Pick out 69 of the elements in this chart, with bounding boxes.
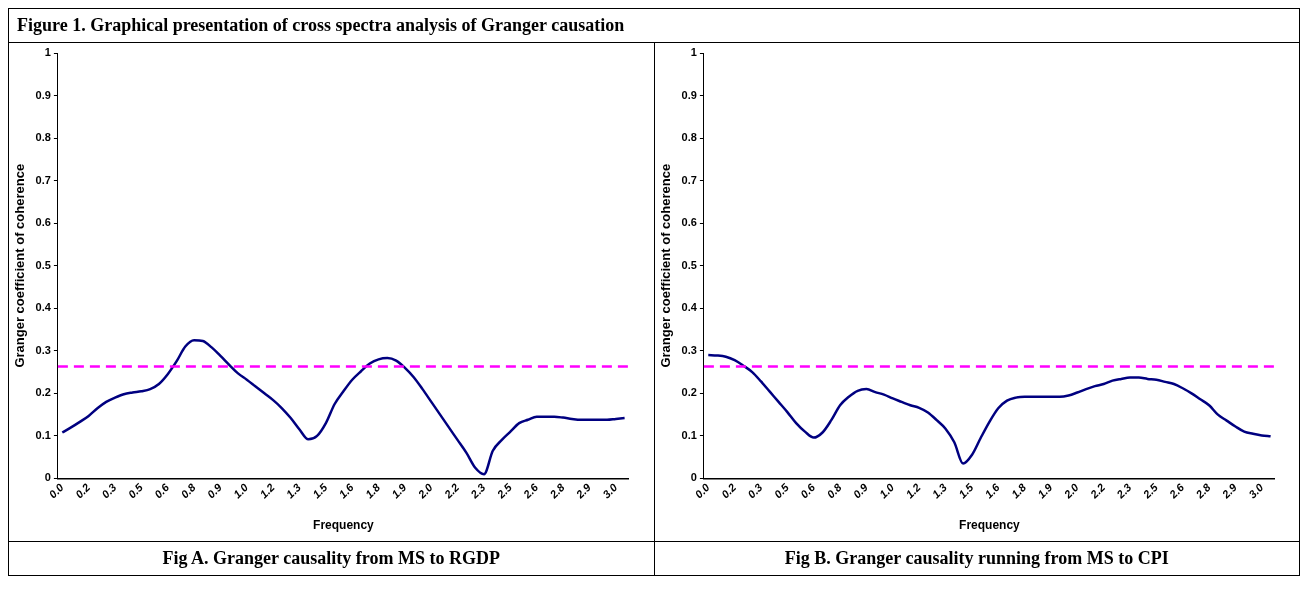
x-tick-label: 1.8 <box>362 480 383 501</box>
x-tick-label: 1.6 <box>981 480 1002 501</box>
x-tick-label: 2.8 <box>1192 480 1213 502</box>
x-tick-label: 3.0 <box>1245 480 1266 501</box>
x-tick-label: 0.8 <box>178 480 199 501</box>
x-tick-label: 2.6 <box>1165 480 1187 502</box>
x-tick-label: 2.0 <box>1060 480 1081 502</box>
x-tick-label: 0.9 <box>204 480 225 501</box>
x-tick-label: 1.3 <box>283 481 304 501</box>
x-tick-label: 2.2 <box>1086 481 1107 502</box>
x-tick-label: 2.6 <box>520 480 541 502</box>
x-tick-label: 1.9 <box>1034 480 1055 501</box>
x-tick-label: 2.3 <box>1113 481 1134 502</box>
x-tick-label: 1.2 <box>902 481 923 501</box>
y-tick-label: 0.6 <box>681 216 697 229</box>
x-tick-label: 1.5 <box>955 480 976 501</box>
y-tick-label: 0.3 <box>681 343 697 356</box>
y-tick-label: 0.1 <box>35 428 51 441</box>
y-tick-label: 0.5 <box>681 258 697 271</box>
x-tick-label: 1.8 <box>1008 480 1029 501</box>
y-tick-label: 0.4 <box>35 301 52 314</box>
x-tick-label: 0.3 <box>744 481 765 501</box>
caption: Figure 1. Graphical presentation of cross spectra analysis of Granger causation <box>9 9 1299 43</box>
x-tick-label: 2.2 <box>441 481 462 502</box>
x-tick-label: 0.5 <box>125 480 146 501</box>
x-tick-label: 3.0 <box>600 480 620 501</box>
y-tick-label: 1 <box>44 46 51 59</box>
y-tick-label: 0.8 <box>681 131 697 144</box>
y-axis-title: Granger coefficient of coherence <box>657 163 673 368</box>
x-axis-title: Frequency <box>958 518 1020 533</box>
y-axis-title: Granger coefficient of coherence <box>12 163 28 368</box>
y-tick-label: 0.6 <box>35 216 51 229</box>
x-tick-label: 2.5 <box>493 480 515 502</box>
y-tick-label: 0.1 <box>681 428 697 441</box>
x-tick-label: 1.0 <box>231 480 251 501</box>
x-tick-label: 2.0 <box>414 480 436 502</box>
x-tick-label: 0.9 <box>850 480 871 501</box>
y-tick-label: 0.2 <box>681 386 697 399</box>
x-tick-label: 0.2 <box>72 481 93 501</box>
y-tick-label: 0.3 <box>35 343 51 356</box>
x-axis-title: Frequency <box>313 518 375 533</box>
x-tick-label: 2.9 <box>1218 480 1240 502</box>
x-tick-label: 0.6 <box>151 480 172 501</box>
x-tick-label: 1.6 <box>336 480 357 501</box>
x-tick-label: 2.5 <box>1139 480 1161 502</box>
x-tick-label: 1.0 <box>876 480 897 501</box>
x-tick-label: 2.8 <box>546 480 568 502</box>
y-tick-label: 0.9 <box>35 88 51 101</box>
y-tick-label: 0.2 <box>35 386 51 399</box>
x-tick-label: 2.3 <box>467 481 488 502</box>
x-tick-label: 0.2 <box>718 481 738 501</box>
y-tick-label: 0.8 <box>35 131 51 144</box>
y-tick-label: 0.5 <box>35 258 51 271</box>
x-tick-label: 1.5 <box>310 480 331 501</box>
y-tick-label: 0.7 <box>35 173 51 186</box>
x-tick-label: 0.3 <box>99 481 119 501</box>
text: Fig B. Granger causality running from MS to CPI <box>783 547 1170 570</box>
x-tick-label: 0.6 <box>797 480 818 501</box>
x-tick-label: 1.3 <box>929 481 949 501</box>
x-tick-label: 2.9 <box>573 480 594 502</box>
y-tick-label: 1 <box>690 46 697 59</box>
y-tick-label: 0.4 <box>681 301 698 314</box>
y-tick-label: 0.9 <box>681 88 697 101</box>
y-tick-label: 0.7 <box>681 173 697 186</box>
x-tick-label: 0.8 <box>823 480 844 501</box>
x-tick-label: 0.5 <box>771 480 792 501</box>
x-tick-label: 1.2 <box>257 481 277 501</box>
text: Fig A. Granger causality from MS to RGDP <box>161 547 501 570</box>
x-tick-label: 1.9 <box>389 480 410 501</box>
